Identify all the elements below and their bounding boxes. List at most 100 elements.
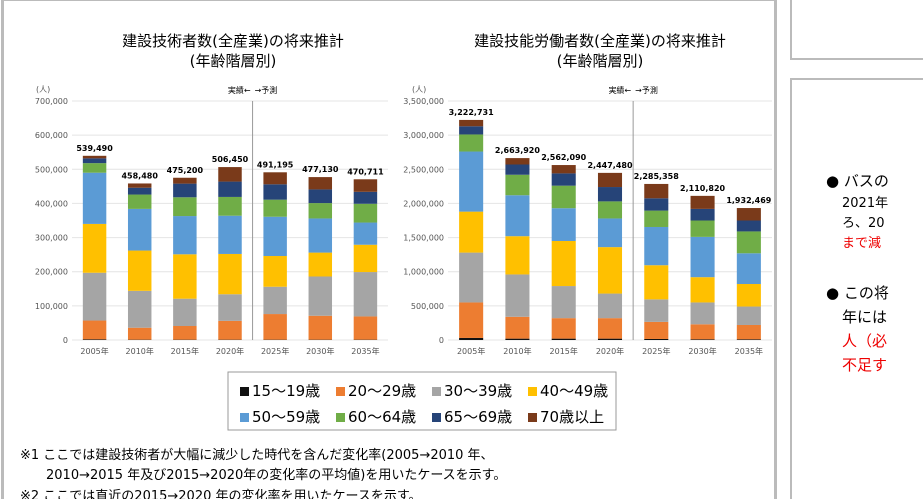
bar-segment	[459, 337, 484, 340]
bar-segment	[308, 276, 333, 316]
bar-segment	[353, 244, 378, 273]
bar-segment	[173, 326, 197, 340]
legend-swatch	[528, 387, 537, 396]
bar-segment	[459, 151, 484, 212]
bar-segment	[82, 223, 107, 273]
note: 2010→2015 年及び2015→2020年の変化率の平均値)を用いたケースを…	[46, 468, 507, 483]
x-tick-label: 2010年	[126, 346, 154, 356]
y-tick-label: 3,000,000	[403, 131, 444, 140]
legend-label: 15～19歳	[252, 382, 320, 400]
bar-segment	[597, 201, 623, 219]
bar-segment	[597, 247, 623, 294]
legend-label: 60～64歳	[348, 408, 416, 426]
x-tick-label: 2015年	[550, 346, 578, 356]
legend-swatch	[432, 387, 441, 396]
bar-segment	[218, 167, 242, 182]
bar-segment	[644, 198, 669, 211]
total-label: 2,447,480	[587, 161, 632, 170]
legend-swatch	[336, 387, 345, 396]
side-box	[790, 0, 923, 60]
bar-segment	[505, 236, 530, 275]
bar-segment	[505, 338, 530, 340]
y-tick-label: 2,000,000	[403, 199, 444, 208]
bar-segment	[353, 179, 378, 192]
bar-segment	[173, 216, 197, 255]
bar-segment	[459, 252, 484, 303]
bullet-text: 2021年	[842, 196, 889, 211]
legend-label: 65～69歳	[444, 408, 512, 426]
chart-title: 建設技能労働者数(全産業)の将来推計	[474, 32, 726, 50]
bar-segment	[127, 250, 152, 291]
bar-segment	[459, 211, 484, 253]
bar-segment	[736, 306, 761, 325]
bar-segment	[263, 256, 287, 287]
bar-segment	[551, 185, 576, 209]
legend-label: 50～59歳	[252, 408, 320, 426]
chart-title: 建設技術者数(全産業)の将来推計	[122, 32, 344, 50]
bar-segment	[551, 173, 576, 186]
bar-segment	[644, 183, 669, 199]
bar-segment	[263, 216, 287, 257]
bar-segment	[308, 203, 333, 219]
note: ※1 ここでは建設技術者が大幅に減少した時代を含んだ変化率(2005→2010 …	[20, 448, 494, 463]
bar-segment	[218, 196, 242, 216]
x-tick-label: 2035年	[351, 346, 379, 356]
bar-segment	[551, 318, 576, 339]
y-tick-label: 2,500,000	[403, 165, 444, 174]
bar-segment	[218, 294, 242, 321]
bar-segment	[505, 316, 530, 339]
bullet-text: ● この将	[826, 284, 889, 302]
bar-segment	[173, 298, 197, 327]
chart-panel	[1, 0, 777, 499]
y-tick-label: 3,500,000	[403, 97, 444, 106]
x-tick-label: 2025年	[261, 346, 289, 356]
x-tick-label: 2030年	[688, 346, 716, 356]
bullet-text: ● バスの	[826, 172, 889, 190]
x-tick-label: 2005年	[80, 346, 108, 356]
bullet-text: まで減	[842, 236, 882, 251]
bar-segment	[82, 320, 107, 340]
y-tick-label: 500,000	[35, 165, 68, 174]
bar-segment	[736, 208, 761, 221]
legend-swatch	[528, 413, 537, 422]
bar-segment	[644, 321, 669, 339]
bar-segment	[353, 203, 378, 223]
bullet-text: 人（必	[842, 332, 888, 350]
bar-segment	[736, 339, 761, 340]
bar-segment	[736, 284, 761, 307]
annotation: →予測	[255, 85, 278, 95]
bar-segment	[644, 265, 669, 300]
bar-segment	[551, 338, 576, 340]
charts: 建設技術者数(全産業)の将来推計 (年齢階層別) (人) 0 100,000 200,00…	[35, 32, 772, 431]
total-label: 1,932,469	[726, 196, 771, 205]
annotation: 実績←	[608, 85, 631, 95]
bar-segment	[218, 320, 242, 340]
bar-segment	[597, 218, 623, 248]
bar-segment	[736, 253, 761, 285]
bar-segment	[263, 199, 287, 217]
bar-segment	[82, 339, 107, 340]
legend-swatch	[240, 387, 249, 396]
y-tick-label: 300,000	[35, 234, 68, 243]
annotation: 実績←	[228, 85, 251, 95]
annotation: →予測	[635, 85, 658, 95]
bar-segment	[690, 277, 715, 303]
y-tick-label: 0	[63, 336, 68, 345]
bar-segment	[308, 252, 333, 277]
legend-swatch	[240, 413, 249, 422]
chart-title: (年齢階層別)	[557, 52, 644, 70]
bar-segment	[263, 172, 287, 185]
chart-title: (年齢階層別)	[190, 52, 277, 70]
bar-segment	[736, 220, 761, 232]
x-tick-label: 2015年	[171, 346, 199, 356]
y-tick-label: 1,500,000	[403, 234, 444, 243]
bar-segment	[127, 187, 152, 195]
total-label: 2,285,358	[634, 172, 679, 181]
bullet-text: ろ、20	[842, 216, 885, 231]
total-label: 458,480	[121, 171, 158, 180]
x-tick-label: 2035年	[735, 346, 763, 356]
bar-segment	[173, 183, 197, 198]
bar-segment	[459, 302, 484, 338]
bar-segment	[551, 286, 576, 319]
